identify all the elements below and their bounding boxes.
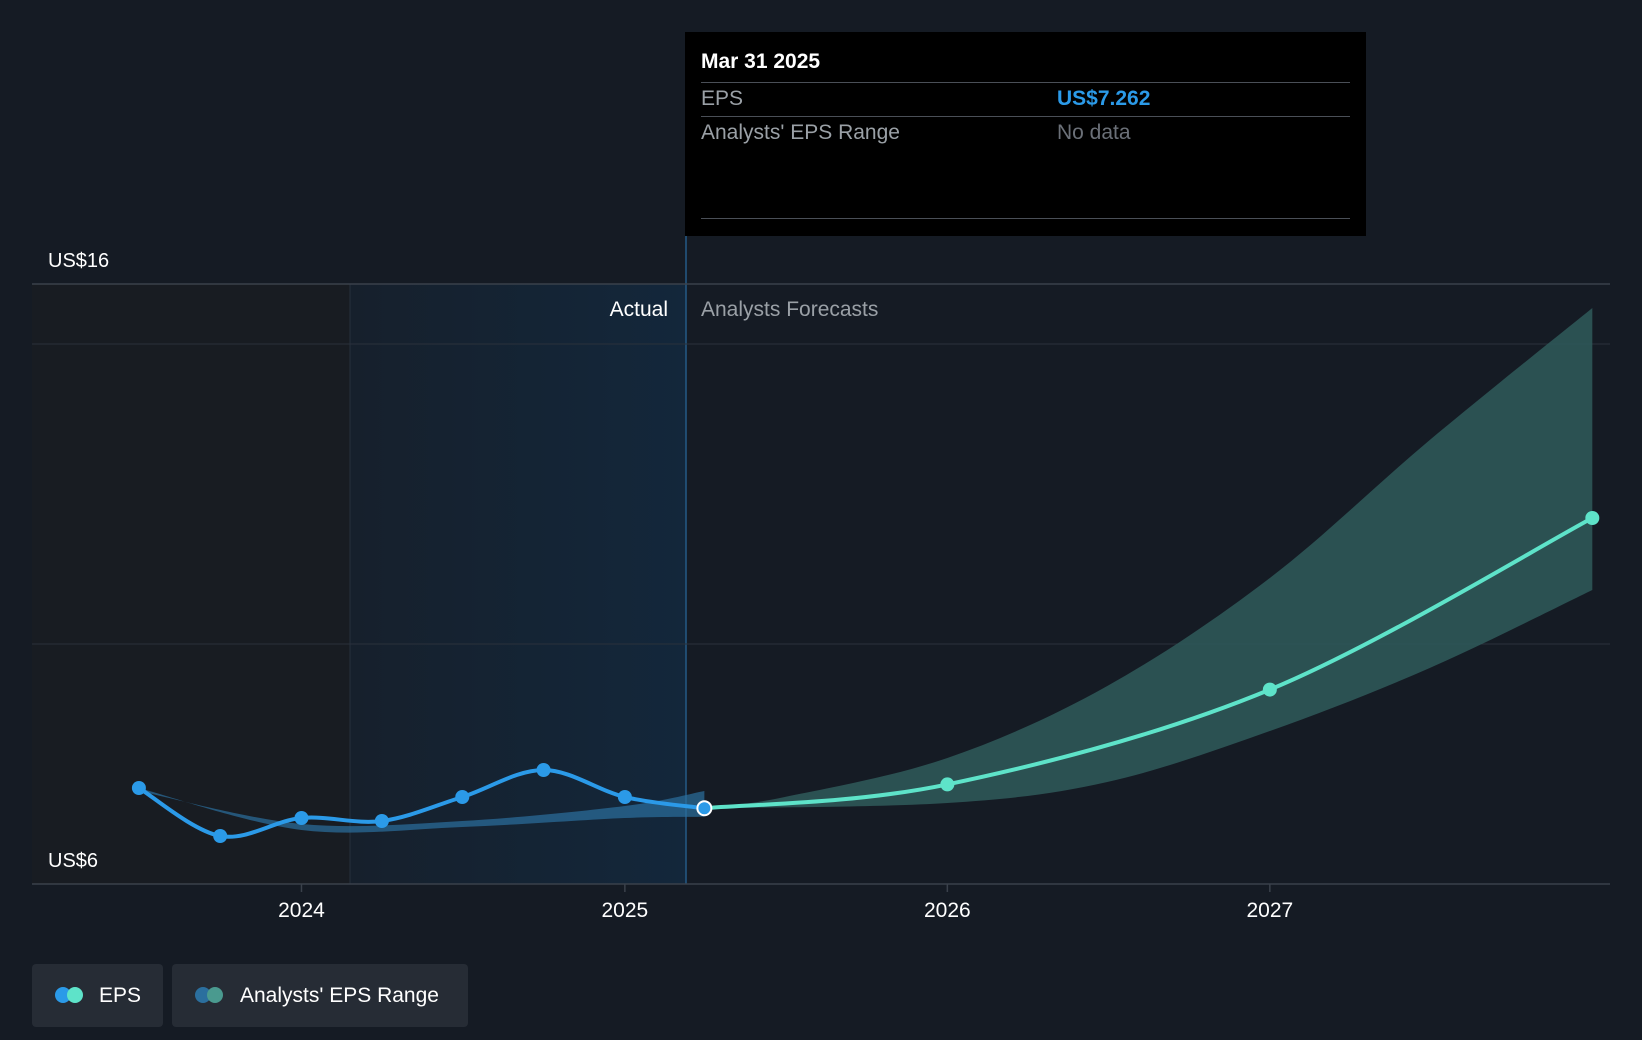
tooltip-eps-value: US$7.262: [1057, 87, 1151, 110]
eps-point-actual: [536, 763, 551, 777]
legend-eps[interactable]: EPS: [32, 964, 163, 1027]
eps-point-actual: [374, 814, 389, 828]
hover-tooltip: Mar 31 2025 EPS US$7.262 Analysts' EPS R…: [685, 32, 1366, 236]
legend-range-swatch-forecast: [207, 987, 223, 1003]
legend-range-label: Analysts' EPS Range: [240, 983, 439, 1007]
eps-point-forecast: [940, 777, 955, 792]
actual-region-label: Actual: [610, 298, 668, 321]
legend-eps-label: EPS: [99, 983, 142, 1007]
eps-point-actual: [213, 829, 228, 843]
x-axis-tick-label: 2027: [1246, 899, 1293, 922]
eps-point-highlighted: [698, 802, 711, 815]
tooltip-eps-label: EPS: [701, 87, 744, 110]
y-axis-bottom-label: US$6: [48, 850, 98, 872]
legend-eps-range[interactable]: Analysts' EPS Range: [172, 964, 468, 1027]
past-shade: [32, 284, 350, 884]
actual-region-highlight: [350, 284, 686, 884]
tooltip-divider: [701, 82, 1350, 83]
tooltip-range-label: Analysts' EPS Range: [701, 121, 900, 144]
eps-point-actual: [131, 781, 146, 795]
eps-point-actual: [455, 790, 470, 804]
y-axis-top-label: US$16: [48, 250, 109, 272]
eps-point-forecast: [1585, 511, 1600, 525]
x-axis-tick-label: 2024: [278, 899, 325, 922]
eps-point-actual: [294, 811, 309, 825]
forecast-region-label: Analysts Forecasts: [701, 298, 878, 321]
eps-point-actual: [617, 790, 632, 804]
tooltip-divider: [701, 218, 1350, 219]
eps-range-band-forecast: [704, 308, 1593, 809]
legend-eps-swatch-forecast: [67, 987, 83, 1003]
tooltip-divider: [701, 116, 1350, 117]
tooltip-range-value: No data: [1057, 121, 1131, 144]
x-axis-tick-label: 2025: [601, 899, 648, 922]
x-axis-tick-label: 2026: [924, 899, 971, 922]
eps-line-forecast: [702, 516, 1595, 811]
tooltip-date: Mar 31 2025: [701, 50, 821, 73]
eps-point-forecast: [1262, 682, 1277, 697]
